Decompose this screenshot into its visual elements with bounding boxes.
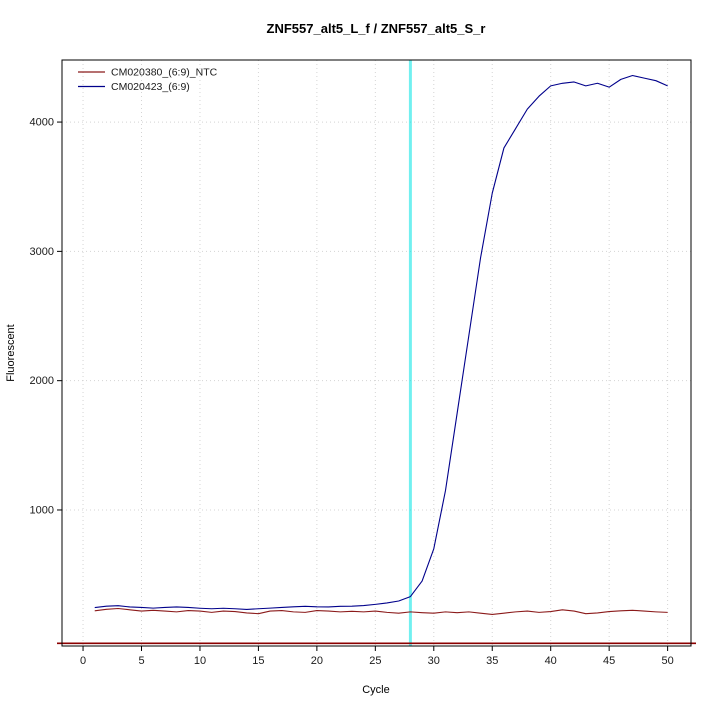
plot-box (61, 59, 692, 647)
x-tick-label: 0 (80, 655, 86, 667)
x-tick-label: 10 (194, 655, 206, 667)
series-line-ntc (94, 607, 668, 616)
series-line-sample (94, 74, 668, 610)
x-tick-label: 5 (138, 655, 144, 667)
x-tick-label: 50 (661, 655, 673, 667)
y-tick-label: 3000 (30, 246, 54, 258)
legend-item-label: CM020380_(6:9)_NTC (111, 67, 218, 79)
x-tick-label: 40 (545, 655, 557, 667)
x-tick-label: 45 (603, 655, 615, 667)
x-tick-label: 25 (369, 655, 381, 667)
x-tick-label: 30 (428, 655, 440, 667)
series-lines (94, 74, 668, 616)
legend-item-label: CM020423_(6:9) (111, 81, 190, 93)
axis-ticks: 0 5 10 15 20 25 30 35 40 45 50 1000 2000 3000 4000 (30, 117, 674, 667)
y-axis-label: Fluorescent (5, 324, 17, 381)
plot-border (61, 59, 692, 647)
y-tick-label: 1000 (30, 504, 54, 516)
legend: CM020380_(6:9)_NTC CM020423_(6:9) (78, 67, 218, 93)
x-tick-label: 35 (486, 655, 498, 667)
x-tick-label: 20 (311, 655, 323, 667)
y-tick-label: 4000 (30, 117, 54, 129)
grid-lines (62, 60, 691, 646)
x-tick-label: 15 (252, 655, 264, 667)
chart-title: ZNF557_alt5_L_f / ZNF557_alt5_S_r (267, 21, 486, 36)
x-axis-label: Cycle (362, 684, 390, 696)
y-tick-label: 2000 (30, 375, 54, 387)
